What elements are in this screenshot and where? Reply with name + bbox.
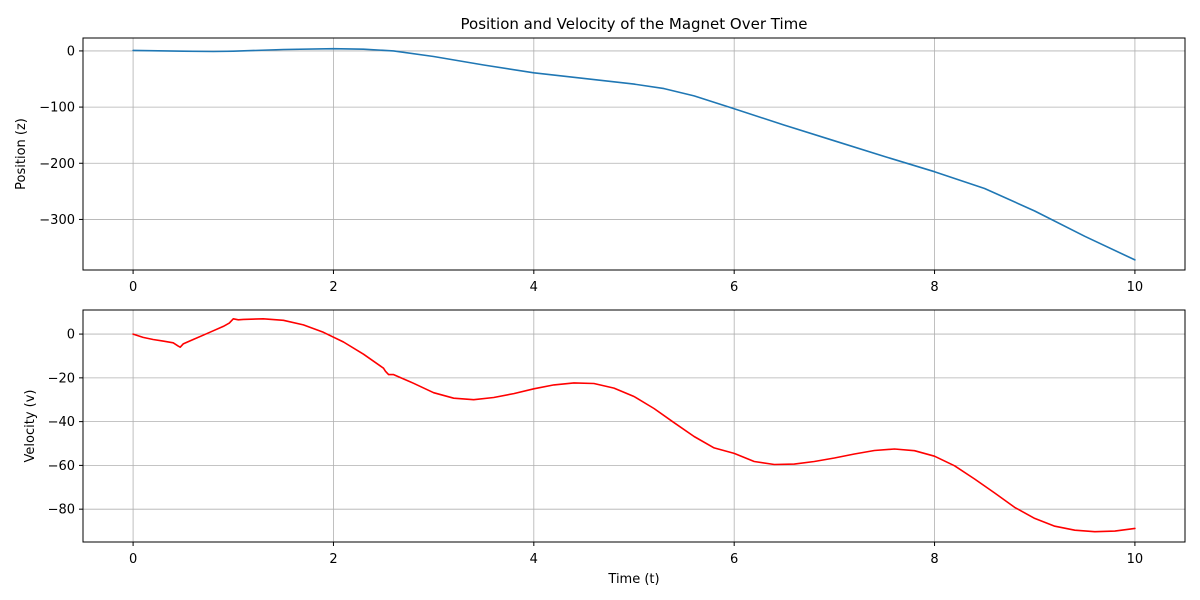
position-x-tick-label: 2 <box>329 280 337 295</box>
velocity-x-tick-label: 8 <box>930 552 938 567</box>
velocity-axes: 0 2 4 6 8 10 0 −20 −40 −60 −80 <box>48 309 1186 567</box>
position-y-tick-label: 0 <box>67 44 75 59</box>
position-series-line <box>132 47 1136 261</box>
position-axes: 0 2 4 6 8 10 0 −100 −200 −300 <box>39 37 1186 295</box>
velocity-y-tick-label: −20 <box>48 371 75 386</box>
position-y-tick-label: −200 <box>39 157 75 172</box>
position-x-tick-label: 8 <box>930 280 938 295</box>
velocity-x-tick-label: 6 <box>730 552 738 567</box>
position-y-tick-label: −100 <box>39 101 75 116</box>
velocity-x-tick-label: 0 <box>129 552 137 567</box>
velocity-y-axis-label: Velocity (v) <box>23 390 38 463</box>
velocity-axes-frame <box>82 309 1186 543</box>
velocity-y-tick-label: 0 <box>67 328 75 343</box>
position-x-tick-label: 10 <box>1127 280 1144 295</box>
position-axes-frame <box>82 37 1186 271</box>
position-x-tick-label: 4 <box>530 280 538 295</box>
chart-title: Position and Velocity of the Magnet Over… <box>461 15 808 33</box>
position-y-tick-label: −300 <box>39 213 75 228</box>
position-x-tick-label: 0 <box>129 280 137 295</box>
velocity-y-tick-label: −80 <box>48 503 75 518</box>
velocity-series-line <box>132 318 1136 533</box>
velocity-y-tick-label: −40 <box>48 415 75 430</box>
velocity-x-tick-label: 10 <box>1127 552 1144 567</box>
position-y-axis-label: Position (z) <box>14 118 29 190</box>
position-x-tick-label: 6 <box>730 280 738 295</box>
velocity-y-tick-label: −60 <box>48 459 75 474</box>
velocity-x-tick-label: 2 <box>329 552 337 567</box>
x-axis-label: Time (t) <box>607 572 659 587</box>
velocity-x-tick-label: 4 <box>530 552 538 567</box>
